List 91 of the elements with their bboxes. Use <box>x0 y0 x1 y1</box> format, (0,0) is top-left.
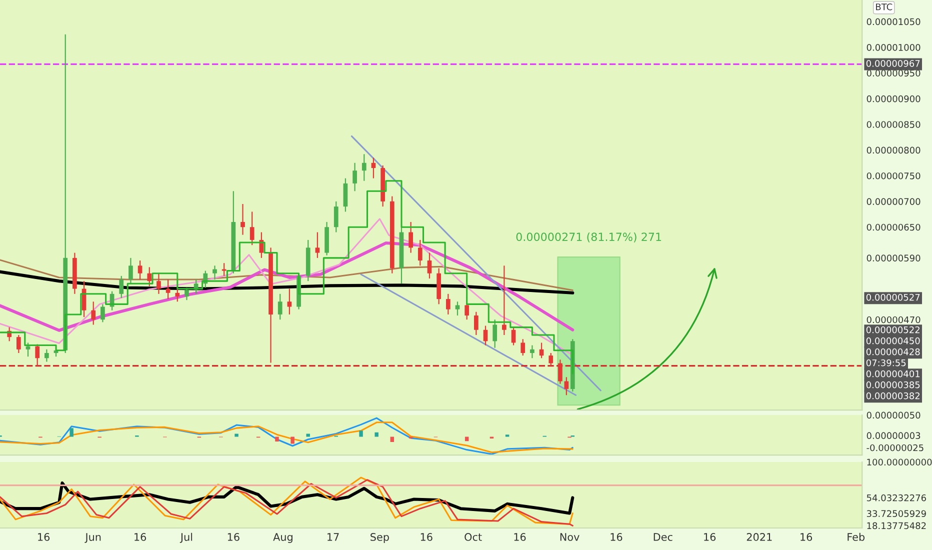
x-tick-label: Sep <box>370 533 389 543</box>
y-tick-label: 0.00000850 <box>866 121 920 128</box>
x-tick-label: 16 <box>134 533 146 541</box>
candlestick <box>352 162 357 192</box>
bar <box>359 430 363 437</box>
text: 0.00000450 <box>866 337 920 344</box>
candlestick <box>455 301 460 316</box>
candlestick <box>343 178 348 212</box>
x-tick-label: 16 <box>228 533 240 541</box>
x-tick-label: Dec <box>654 533 672 541</box>
y-tick-label: 0.00000650 <box>866 224 920 231</box>
y-tick-label: 0.00000470 <box>866 316 920 324</box>
candlestick <box>128 257 133 284</box>
bar <box>390 436 394 442</box>
candlestick <box>362 154 366 182</box>
candlestick <box>147 266 152 287</box>
text: 0.00000385 <box>866 381 920 388</box>
bar <box>275 436 279 442</box>
line-series <box>0 259 574 292</box>
y-tick-label: 0.00000700 <box>866 198 920 205</box>
y-tick-label: 0.00000750 <box>866 172 920 180</box>
candlestick <box>539 342 544 359</box>
x-tick-label: 16 <box>800 533 812 541</box>
text: 0.00000401 <box>866 370 920 378</box>
candlestick <box>427 252 432 280</box>
y-tick-label: 54.03232276 <box>866 494 926 502</box>
candlestick <box>548 352 554 366</box>
candlestick <box>119 275 124 299</box>
y-tick-label: 0.00000050 <box>866 412 920 419</box>
candlestick <box>44 348 49 362</box>
candlestick <box>138 260 142 280</box>
text: 0.00000527 <box>866 294 920 301</box>
x-tick-label: Nov <box>560 533 580 541</box>
candlestick <box>492 319 498 348</box>
candlestick <box>156 272 161 294</box>
candlestick <box>35 344 40 366</box>
y-tick-label: -0.00000025 <box>866 444 924 452</box>
candlestick <box>16 334 21 354</box>
bar <box>374 432 378 437</box>
text: 0.00000522 <box>866 326 920 334</box>
x-tick-label: Oct <box>464 533 482 541</box>
bar <box>306 434 310 437</box>
text: 0.00000382 <box>866 392 920 400</box>
y-tick-label: 0.00001050 <box>866 18 920 26</box>
candlestick <box>334 200 338 233</box>
candlestick <box>530 344 534 359</box>
x-tick-label: 2021 <box>746 533 772 541</box>
bar <box>290 436 294 444</box>
candlestick <box>250 211 254 246</box>
candlestick <box>520 338 526 356</box>
candlestick <box>315 232 320 258</box>
y-tick-label: 0.00000003 <box>866 432 920 440</box>
y-tick-label: 100.00000000 <box>867 458 932 466</box>
candlestick <box>278 293 282 320</box>
candlestick <box>91 301 96 326</box>
y-tick-label: 18.13775482 <box>867 522 926 530</box>
candlestick <box>222 262 226 276</box>
x-tick-label: Feb <box>848 532 865 541</box>
candlestick <box>408 221 413 254</box>
text: 07:39:55 <box>866 359 906 366</box>
candlestick <box>100 304 105 323</box>
x-tick-label: Jun <box>84 533 101 543</box>
candlestick <box>418 239 422 266</box>
ref-line-label: 0.00000967 <box>866 60 920 67</box>
candlestick <box>184 287 189 301</box>
x-tick-label: 16 <box>38 533 50 541</box>
x-tick-label: Aug <box>273 533 292 543</box>
y-tick-label: 0.00000950 <box>866 70 920 77</box>
x-tick-label: 16 <box>704 533 716 541</box>
x-tick-label: 16 <box>610 533 622 541</box>
x-tick-label: 16 <box>420 533 432 541</box>
annotation: 0.00000271 (81.17%) 271 <box>516 232 662 242</box>
x-tick-label: 17 <box>328 533 339 541</box>
bar <box>234 434 238 437</box>
candlestick <box>558 359 562 384</box>
x-tick-label: 16 <box>514 533 526 541</box>
candlestick <box>446 293 450 316</box>
candlestick <box>212 265 217 280</box>
candlestick <box>564 376 569 396</box>
x-tick-label: Jul <box>180 532 192 543</box>
candlestick <box>240 203 245 236</box>
y-tick-label: 0.00000590 <box>866 254 920 262</box>
y-tick-label: 0.00000900 <box>866 95 920 102</box>
candlestick <box>474 311 478 336</box>
y-tick-label: 0.00001000 <box>866 44 920 51</box>
text: BTC <box>876 3 892 10</box>
candlestick <box>502 265 506 336</box>
y-tick-label: 0.00000800 <box>866 146 920 154</box>
y-tick-label: 33.72505929 <box>866 510 926 518</box>
bar <box>70 428 74 437</box>
text: 0.00000428 <box>866 348 920 356</box>
